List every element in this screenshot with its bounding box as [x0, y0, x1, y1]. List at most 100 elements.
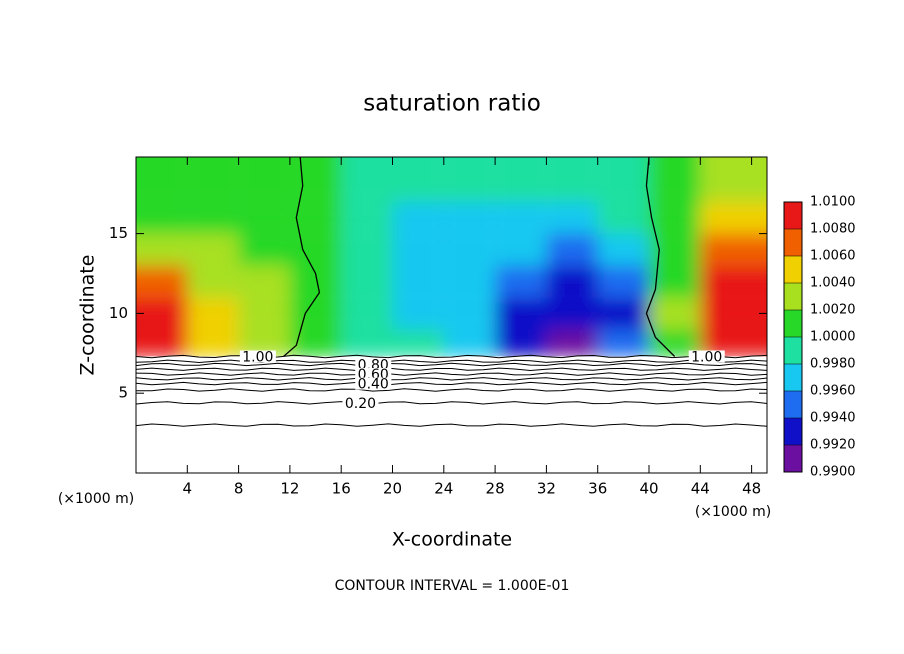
field-cell — [597, 329, 650, 357]
field-cell — [289, 157, 342, 202]
y-tick-label: 15 — [109, 224, 128, 242]
field-cell — [289, 297, 342, 330]
field-cell — [495, 265, 547, 298]
contour-label-bg — [355, 368, 392, 381]
field-cell — [238, 233, 290, 266]
colorbar-label: 0.9920 — [810, 438, 856, 453]
x-tick-label: 36 — [588, 480, 607, 498]
field-cell — [136, 265, 188, 298]
contour-label-bg — [688, 350, 725, 363]
colorbar-label: 1.0060 — [810, 249, 856, 264]
field-cell — [392, 201, 444, 234]
footnote: CONTOUR INTERVAL = 1.000E-01 — [335, 578, 570, 594]
x-tick-label: 44 — [691, 480, 710, 498]
field-cell — [443, 157, 496, 202]
field-cell — [546, 329, 598, 357]
colorbar-label: 0.9960 — [810, 384, 856, 399]
colorbar-label: 1.0020 — [810, 303, 856, 318]
colorbar-segment — [784, 445, 802, 472]
field-cell — [700, 157, 767, 202]
colorbar-segment — [784, 202, 802, 229]
field-cell — [443, 265, 496, 298]
contour-line — [135, 377, 768, 381]
colorbar-segment — [784, 364, 802, 391]
field-cell — [392, 265, 444, 298]
field-cell — [187, 297, 239, 330]
contour-line — [135, 367, 768, 372]
field-cell — [392, 157, 444, 202]
field-cell — [187, 157, 239, 202]
field-cell — [341, 157, 393, 202]
field-cell — [700, 297, 767, 330]
field-cell — [495, 297, 547, 330]
field-cell — [136, 157, 188, 202]
contour-label-bg — [239, 350, 276, 363]
field-cell — [341, 297, 393, 330]
field-cell — [187, 201, 239, 234]
field-cell — [392, 233, 444, 266]
below-base — [136, 356, 767, 473]
contour-line — [645, 156, 676, 357]
field-cell — [495, 233, 547, 266]
contour-line — [135, 362, 768, 367]
x-tick-label: 20 — [383, 480, 402, 498]
field-area — [136, 157, 767, 357]
field-cell — [289, 265, 342, 298]
x-unit: (×1000 m) — [58, 491, 134, 507]
colorbar-label: 1.0100 — [810, 195, 856, 210]
field-cell — [238, 201, 290, 234]
contour-label-bg — [355, 377, 392, 390]
x-unit: (×1000 m) — [695, 504, 771, 520]
field-cell — [495, 201, 547, 234]
field-cell — [649, 233, 701, 266]
field-cell — [443, 233, 496, 266]
x-tick-label: 4 — [183, 480, 193, 498]
x-tick-label: 24 — [434, 480, 453, 498]
field-cell — [392, 329, 444, 357]
field-cell — [341, 233, 393, 266]
field-cell — [187, 329, 239, 357]
field-cell — [700, 201, 767, 234]
field-cell — [700, 265, 767, 298]
x-tick-label: 40 — [639, 480, 658, 498]
field-cell — [700, 233, 767, 266]
y-tick-label: 5 — [118, 384, 128, 402]
field-cell — [341, 201, 393, 234]
field-cell — [187, 233, 239, 266]
x-tick-label: 16 — [332, 480, 351, 498]
contour-line — [283, 156, 321, 357]
x-tick-label: 48 — [742, 480, 761, 498]
y-axis-label: Z-coordinate — [77, 255, 99, 376]
colorbar-label: 0.9940 — [810, 411, 856, 426]
field-cell — [136, 201, 188, 234]
colorbar-label: 1.0000 — [810, 330, 856, 345]
field-cell — [289, 233, 342, 266]
field-cell — [443, 297, 496, 330]
contour-line — [136, 388, 768, 392]
field-cell — [187, 265, 239, 298]
x-tick-label: 32 — [537, 480, 556, 498]
x-tick-label: 28 — [486, 480, 505, 498]
colorbar-segment — [784, 337, 802, 364]
field-cell — [238, 157, 290, 202]
field-cell — [136, 233, 188, 266]
field-cell — [649, 201, 701, 234]
chart-title: saturation ratio — [363, 91, 541, 117]
colorbar-label: 0.9900 — [810, 465, 856, 480]
field-cell — [546, 157, 598, 202]
field-cell — [443, 329, 496, 357]
field-cell — [136, 297, 188, 330]
contour-line — [135, 372, 768, 376]
colorbar-label: 1.0080 — [810, 222, 856, 237]
field-cell — [289, 201, 342, 234]
field-cell — [649, 297, 701, 330]
x-tick-label: 12 — [280, 480, 299, 498]
contour-line — [135, 423, 768, 427]
field-cell — [546, 297, 598, 330]
field-cell — [597, 233, 650, 266]
x-axis-label: X-coordinate — [392, 529, 512, 551]
field-cell — [546, 201, 598, 234]
y-tick-label: 10 — [109, 304, 128, 322]
field-cell — [136, 329, 188, 357]
